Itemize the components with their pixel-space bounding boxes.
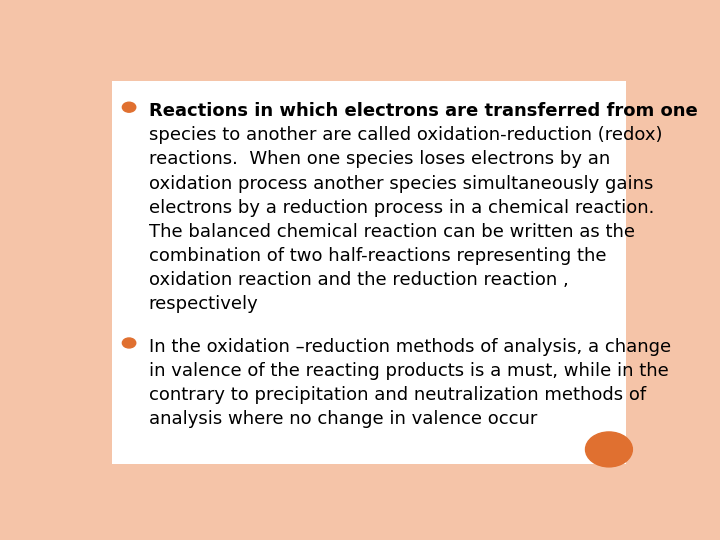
- Text: electrons by a reduction process in a chemical reaction.: electrons by a reduction process in a ch…: [148, 199, 654, 217]
- Text: in valence of the reacting products is a must, while in the: in valence of the reacting products is a…: [148, 362, 668, 380]
- Text: species to another are called oxidation-reduction (redox): species to another are called oxidation-…: [148, 126, 662, 144]
- Text: analysis where no change in valence occur: analysis where no change in valence occu…: [148, 410, 537, 428]
- Circle shape: [122, 102, 136, 112]
- Circle shape: [585, 432, 632, 467]
- FancyBboxPatch shape: [112, 82, 626, 464]
- Circle shape: [122, 338, 136, 348]
- Text: In the oxidation –reduction methods of analysis, a change: In the oxidation –reduction methods of a…: [148, 338, 671, 356]
- Text: contrary to precipitation and neutralization methods of: contrary to precipitation and neutraliza…: [148, 386, 646, 404]
- Text: Reactions in which electrons are transferred from one: Reactions in which electrons are transfe…: [148, 102, 698, 120]
- Text: oxidation reaction and the reduction reaction ,: oxidation reaction and the reduction rea…: [148, 271, 568, 289]
- Text: reactions.  When one species loses electrons by an: reactions. When one species loses electr…: [148, 151, 610, 168]
- Text: respectively: respectively: [148, 295, 258, 313]
- Text: oxidation process another species simultaneously gains: oxidation process another species simult…: [148, 174, 653, 193]
- Text: The balanced chemical reaction can be written as the: The balanced chemical reaction can be wr…: [148, 223, 634, 241]
- Text: combination of two half-reactions representing the: combination of two half-reactions repres…: [148, 247, 606, 265]
